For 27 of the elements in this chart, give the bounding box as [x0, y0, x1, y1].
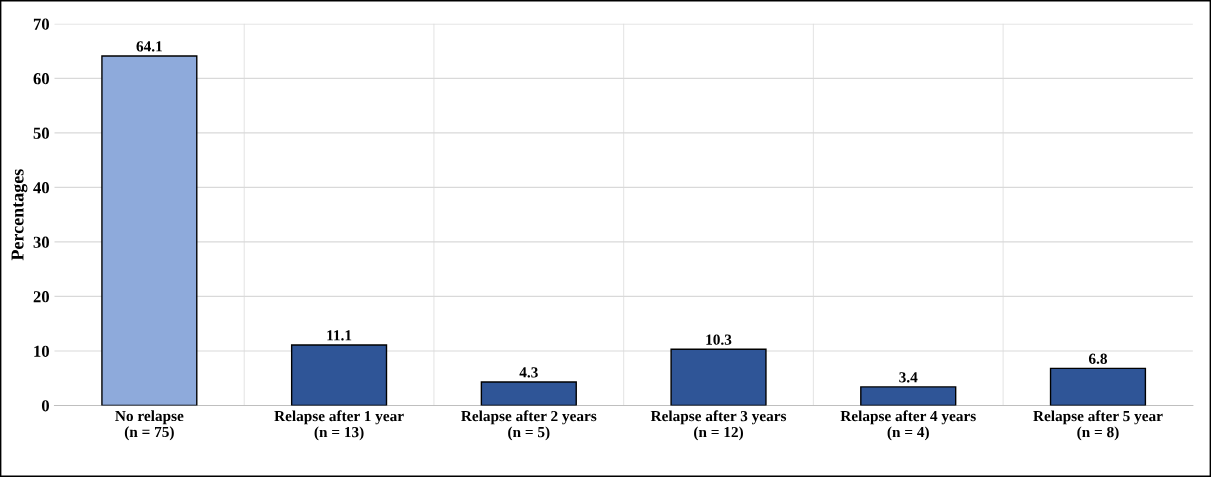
bar [290, 344, 388, 406]
y-tick-label: 30 [33, 236, 49, 248]
data-label: 3.4 [899, 372, 918, 383]
bar [1049, 367, 1147, 406]
y-tick-label: 10 [34, 345, 49, 357]
x-tick-label: No relapse (n = 75) [115, 410, 184, 441]
x-tick-label: Relapse after 2 years (n = 5) [461, 410, 597, 441]
y-tick-label: 20 [33, 291, 49, 303]
y-tick-label: 60 [33, 73, 49, 85]
x-tick-label: Relapse after 5 year (n = 8) [1033, 410, 1163, 441]
x-tick-label: Relapse after 4 years (n = 4) [840, 410, 976, 441]
data-label: 11.1 [327, 330, 352, 341]
x-tick-label: Relapse after 1 year (n = 13) [274, 410, 404, 441]
data-label: 6.8 [1088, 353, 1108, 364]
data-label: 10.3 [706, 334, 732, 345]
data-label: 64.1 [136, 41, 162, 52]
bar [101, 55, 198, 406]
y-tick-label: 0 [41, 400, 49, 412]
bar [670, 348, 767, 406]
y-axis-title: Percentages [11, 169, 28, 261]
bar [480, 381, 577, 406]
data-label: 4.3 [519, 367, 538, 378]
y-tick-label: 50 [33, 127, 49, 139]
bar [860, 386, 957, 406]
x-tick-label: Relapse after 3 years (n = 12) [650, 410, 787, 441]
y-tick-label: 40 [33, 182, 49, 194]
y-tick-label: 70 [33, 18, 49, 30]
